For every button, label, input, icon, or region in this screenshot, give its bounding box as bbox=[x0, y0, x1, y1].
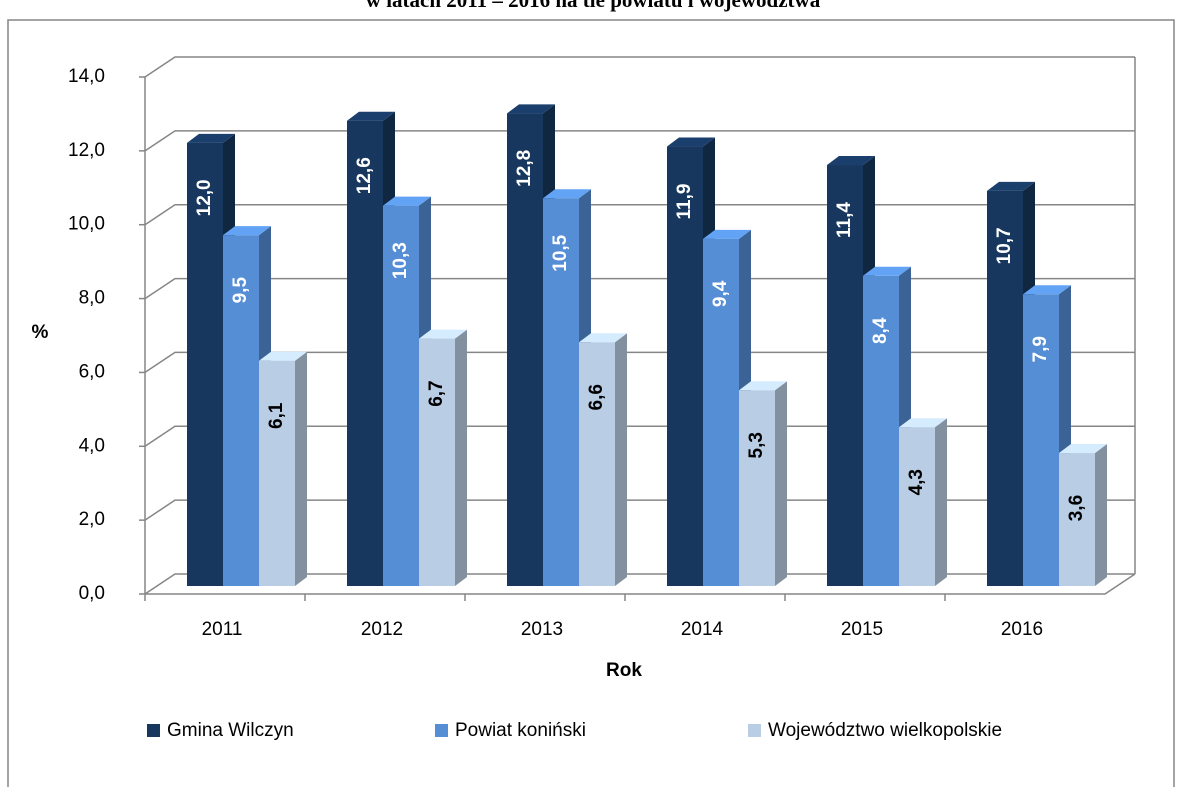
bar-top bbox=[383, 196, 431, 206]
bar bbox=[223, 235, 259, 586]
value-label: 11,4 bbox=[834, 202, 855, 238]
bar-side bbox=[295, 351, 307, 586]
bar bbox=[579, 342, 615, 586]
y-tick-label: 4,0 bbox=[79, 435, 105, 456]
bar-top bbox=[543, 189, 591, 199]
y-tick-label: 10,0 bbox=[68, 214, 105, 235]
bar bbox=[187, 142, 223, 586]
bar bbox=[507, 113, 543, 587]
value-label: 12,6 bbox=[354, 157, 375, 194]
value-label: 6,6 bbox=[586, 384, 607, 410]
y-axis-title: % bbox=[32, 322, 49, 343]
bar bbox=[259, 360, 295, 586]
legend-label: Województwo wielkopolskie bbox=[768, 720, 1002, 741]
x-tick-label: 2015 bbox=[841, 619, 883, 640]
bar bbox=[703, 238, 739, 586]
bar-top bbox=[827, 156, 875, 166]
value-label: 10,7 bbox=[994, 227, 1015, 264]
grid-line bbox=[144, 277, 1135, 300]
chart-title: w latach 2011 – 2016 na tle powiatu i wo… bbox=[366, 0, 821, 12]
legend-swatch bbox=[748, 724, 761, 737]
value-label: 5,3 bbox=[746, 432, 767, 458]
bar-top bbox=[1059, 444, 1107, 454]
value-label: 6,7 bbox=[426, 380, 447, 406]
x-tick-label: 2011 bbox=[202, 619, 243, 640]
bar bbox=[543, 198, 579, 586]
bar bbox=[1059, 453, 1095, 586]
bar-top bbox=[1023, 285, 1071, 295]
bar bbox=[863, 275, 899, 586]
bar-top bbox=[987, 181, 1035, 191]
value-label: 11,9 bbox=[674, 184, 695, 220]
x-tick-label: 2014 bbox=[681, 619, 724, 640]
x-tick-label: 2016 bbox=[1001, 619, 1043, 640]
value-label: 12,0 bbox=[194, 179, 215, 216]
bar bbox=[347, 120, 383, 586]
value-label: 9,5 bbox=[230, 277, 251, 304]
bar bbox=[987, 190, 1023, 586]
y-tick-label: 2,0 bbox=[79, 509, 105, 530]
bar-top bbox=[863, 266, 911, 276]
grid-line bbox=[144, 573, 1135, 595]
bar bbox=[899, 427, 935, 586]
y-tick-label: 8,0 bbox=[79, 288, 105, 309]
bar-top bbox=[347, 111, 395, 121]
grid-line bbox=[144, 499, 1135, 521]
value-label: 3,6 bbox=[1066, 495, 1087, 521]
value-label: 10,3 bbox=[390, 242, 411, 279]
x-tick-label: 2012 bbox=[361, 619, 403, 640]
legend-swatch bbox=[435, 724, 448, 737]
bar-side bbox=[1095, 444, 1107, 586]
value-label: 9,4 bbox=[710, 280, 731, 307]
y-tick-label: 6,0 bbox=[79, 361, 105, 382]
x-axis-title: Rok bbox=[606, 660, 642, 681]
grid-line bbox=[144, 130, 1135, 152]
value-label: 6,1 bbox=[266, 402, 287, 429]
bar-top bbox=[899, 418, 947, 428]
y-tick-label: 14,0 bbox=[68, 66, 105, 87]
legend-label: Powiat koniński bbox=[455, 720, 586, 741]
bar-top bbox=[507, 104, 555, 114]
bar-side bbox=[775, 381, 787, 586]
value-label: 10,5 bbox=[550, 234, 571, 271]
grid-line bbox=[144, 351, 1135, 374]
bar bbox=[827, 165, 863, 586]
grid-line bbox=[144, 425, 1135, 447]
bar bbox=[383, 205, 419, 586]
grid-line bbox=[144, 203, 1135, 226]
x-tick-label: 2013 bbox=[521, 619, 563, 640]
bar bbox=[739, 390, 775, 586]
bar-top bbox=[703, 229, 751, 239]
value-label: 8,4 bbox=[870, 317, 891, 344]
chart-frame bbox=[7, 19, 1175, 787]
bar-top bbox=[259, 351, 307, 361]
value-label: 12,8 bbox=[514, 150, 535, 187]
bar-side bbox=[935, 418, 947, 586]
value-label: 4,3 bbox=[906, 469, 927, 495]
bar-top bbox=[223, 226, 271, 236]
bar-side bbox=[455, 329, 467, 586]
bar-top bbox=[419, 329, 467, 339]
bar-side bbox=[615, 333, 627, 586]
grid-line bbox=[144, 56, 1135, 78]
value-label: 7,9 bbox=[1030, 336, 1051, 362]
bar-top bbox=[667, 137, 715, 147]
bar bbox=[419, 338, 455, 586]
y-tick-label: 12,0 bbox=[68, 140, 105, 161]
legend-label: Gmina Wilczyn bbox=[167, 720, 294, 741]
bar-top bbox=[739, 381, 787, 391]
legend-swatch bbox=[147, 724, 160, 737]
bar-top bbox=[579, 333, 627, 343]
bar bbox=[667, 146, 703, 587]
bar bbox=[1023, 294, 1059, 586]
y-tick-label: 0,0 bbox=[79, 583, 105, 604]
bar-top bbox=[187, 133, 235, 143]
